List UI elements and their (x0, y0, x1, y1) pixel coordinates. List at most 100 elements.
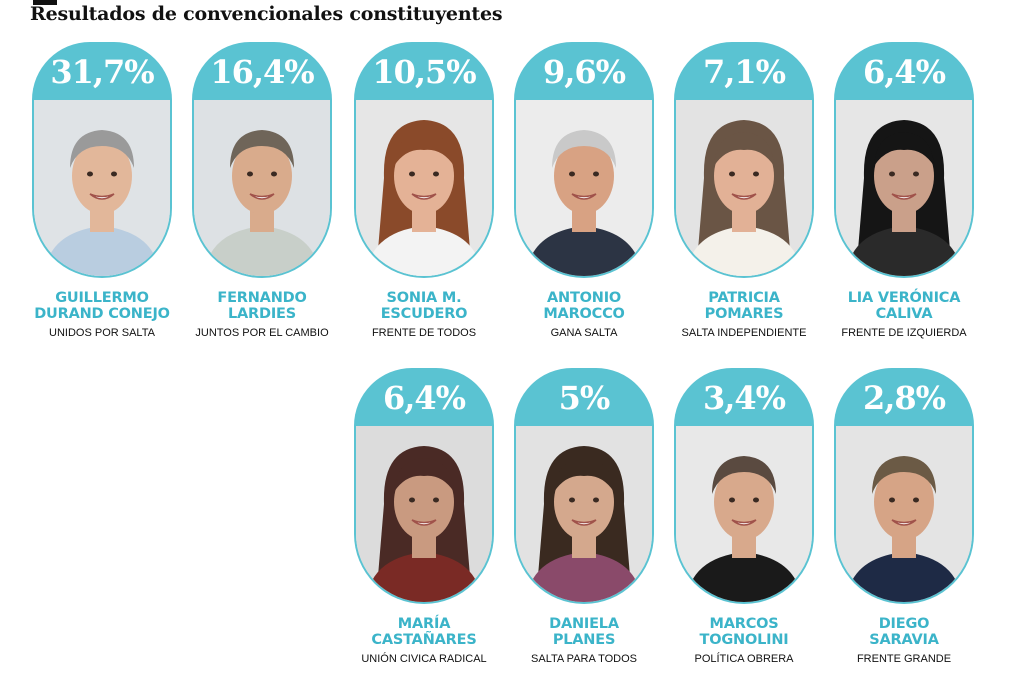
percentage-cap: 16,4% (192, 42, 332, 100)
candidate-photo (32, 100, 172, 278)
candidate-card: 2,8% DIEGO SARAVIA FRENTE GRANDE (834, 368, 974, 665)
shoulders (846, 226, 962, 276)
candidate-first-name: DANIELA (549, 616, 619, 632)
left-eye (889, 497, 895, 503)
candidate-photo (834, 426, 974, 604)
candidate-last-name: POMARES (704, 306, 784, 322)
percentage-cap: 7,1% (674, 42, 814, 100)
right-eye (593, 497, 599, 503)
percentage-cap: 5% (514, 368, 654, 426)
candidate-photo (514, 426, 654, 604)
vote-percentage: 10,5% (372, 53, 476, 91)
right-eye (593, 171, 599, 177)
candidate-card: 7,1% PATRICIA POMARES SALTA INDEPENDIENTE (674, 42, 814, 339)
portrait-illustration (516, 426, 652, 602)
percentage-cap: 10,5% (354, 42, 494, 100)
left-eye (889, 171, 895, 177)
party-label: UNIÓN CIVICA RADICAL (361, 653, 487, 665)
shoulders (366, 226, 482, 276)
candidate-first-name: DIEGO (878, 616, 930, 632)
candidate-card: 6,4% LIA VERÓNICA CALIVA FRENTE DE IZQUIERD… (834, 42, 974, 339)
shoulders (44, 226, 160, 276)
left-eye (569, 497, 575, 503)
candidate-first-name: MARÍA (397, 616, 451, 632)
candidate-photo (354, 426, 494, 604)
vote-percentage: 9,6% (542, 53, 626, 91)
party-label: GANA SALTA (550, 327, 618, 339)
vote-percentage: 3,4% (702, 379, 786, 417)
portrait-illustration (836, 100, 972, 276)
candidate-card: 16,4% FERNANDO LARDIES JUNTOS POR EL CAMBIO (192, 42, 332, 339)
candidate-card: 10,5% SONIA M. ESCUDERO FRENTE DE TODOS (354, 42, 494, 339)
party-label: POLÍTICA OBRERA (694, 653, 794, 665)
candidate-last-name: MAROCCO (543, 306, 625, 322)
party-label: FRENTE DE TODOS (371, 327, 477, 339)
smile (571, 519, 597, 526)
percentage-cap: 6,4% (834, 42, 974, 100)
candidate-photo (514, 100, 654, 278)
left-eye (729, 171, 735, 177)
face (874, 138, 934, 214)
smile (731, 193, 757, 200)
hair-top (70, 130, 134, 168)
party-label: FRENTE DE IZQUIERDA (841, 327, 967, 339)
vote-percentage: 16,4% (210, 53, 314, 91)
left-eye (409, 497, 415, 503)
right-eye (753, 171, 759, 177)
party-label: UNIDOS POR SALTA (49, 327, 155, 339)
vote-percentage: 7,1% (702, 53, 786, 91)
vote-percentage: 6,4% (862, 53, 946, 91)
shoulders (204, 226, 320, 276)
hair-top (712, 456, 776, 494)
portrait-illustration (356, 426, 492, 602)
header-accent-bar (33, 0, 57, 5)
smile (571, 193, 597, 200)
candidate-card: 3,4% MARCOS TOGNOLINI POLÍTICA OBRERA (674, 368, 814, 665)
candidate-last-name: LARDIES (227, 306, 296, 322)
vote-percentage: 2,8% (862, 379, 946, 417)
candidate-last-name: CASTAÑARES (371, 632, 477, 648)
right-eye (271, 171, 277, 177)
candidate-card: 31,7% GUILLERMO DURAND CONEJO UNIDOS POR SA… (32, 42, 172, 339)
shoulders (686, 226, 802, 276)
right-eye (433, 171, 439, 177)
smile (249, 193, 275, 200)
smile (891, 193, 917, 200)
percentage-cap: 6,4% (354, 368, 494, 426)
hair-fringe (394, 132, 454, 166)
smile (891, 519, 917, 526)
left-eye (409, 171, 415, 177)
face (714, 138, 774, 214)
chart-title: Resultados de convencionales constituyen… (30, 3, 503, 25)
face (232, 138, 292, 214)
face (554, 138, 614, 214)
right-eye (111, 171, 117, 177)
hair-fringe (554, 458, 614, 492)
candidate-last-name: DURAND CONEJO (34, 306, 170, 322)
percentage-cap: 2,8% (834, 368, 974, 426)
portrait-illustration (194, 100, 330, 276)
smile (411, 193, 437, 200)
face (874, 464, 934, 540)
candidate-photo (354, 100, 494, 278)
shoulders (526, 226, 642, 276)
hair-top (230, 130, 294, 168)
party-label: JUNTOS POR EL CAMBIO (195, 327, 329, 339)
portrait-illustration (356, 100, 492, 276)
candidate-card: 9,6% ANTONIO MAROCCO GANA SALTA (514, 42, 654, 339)
face (714, 464, 774, 540)
hair-top (872, 456, 936, 494)
smile (731, 519, 757, 526)
candidate-first-name: LIA VERÓNICA (847, 290, 961, 306)
candidate-last-name: SARAVIA (869, 632, 939, 648)
face (394, 464, 454, 540)
vote-percentage: 5% (558, 379, 611, 417)
candidate-card: 5% DANIELA PLANES SALTA PARA TODOS (514, 368, 654, 665)
portrait-illustration (516, 100, 652, 276)
portrait-illustration (676, 426, 812, 602)
hair-fringe (874, 132, 934, 166)
portrait-illustration (836, 426, 972, 602)
candidate-last-name: ESCUDERO (380, 306, 468, 322)
right-eye (433, 497, 439, 503)
party-label: SALTA PARA TODOS (531, 653, 637, 665)
